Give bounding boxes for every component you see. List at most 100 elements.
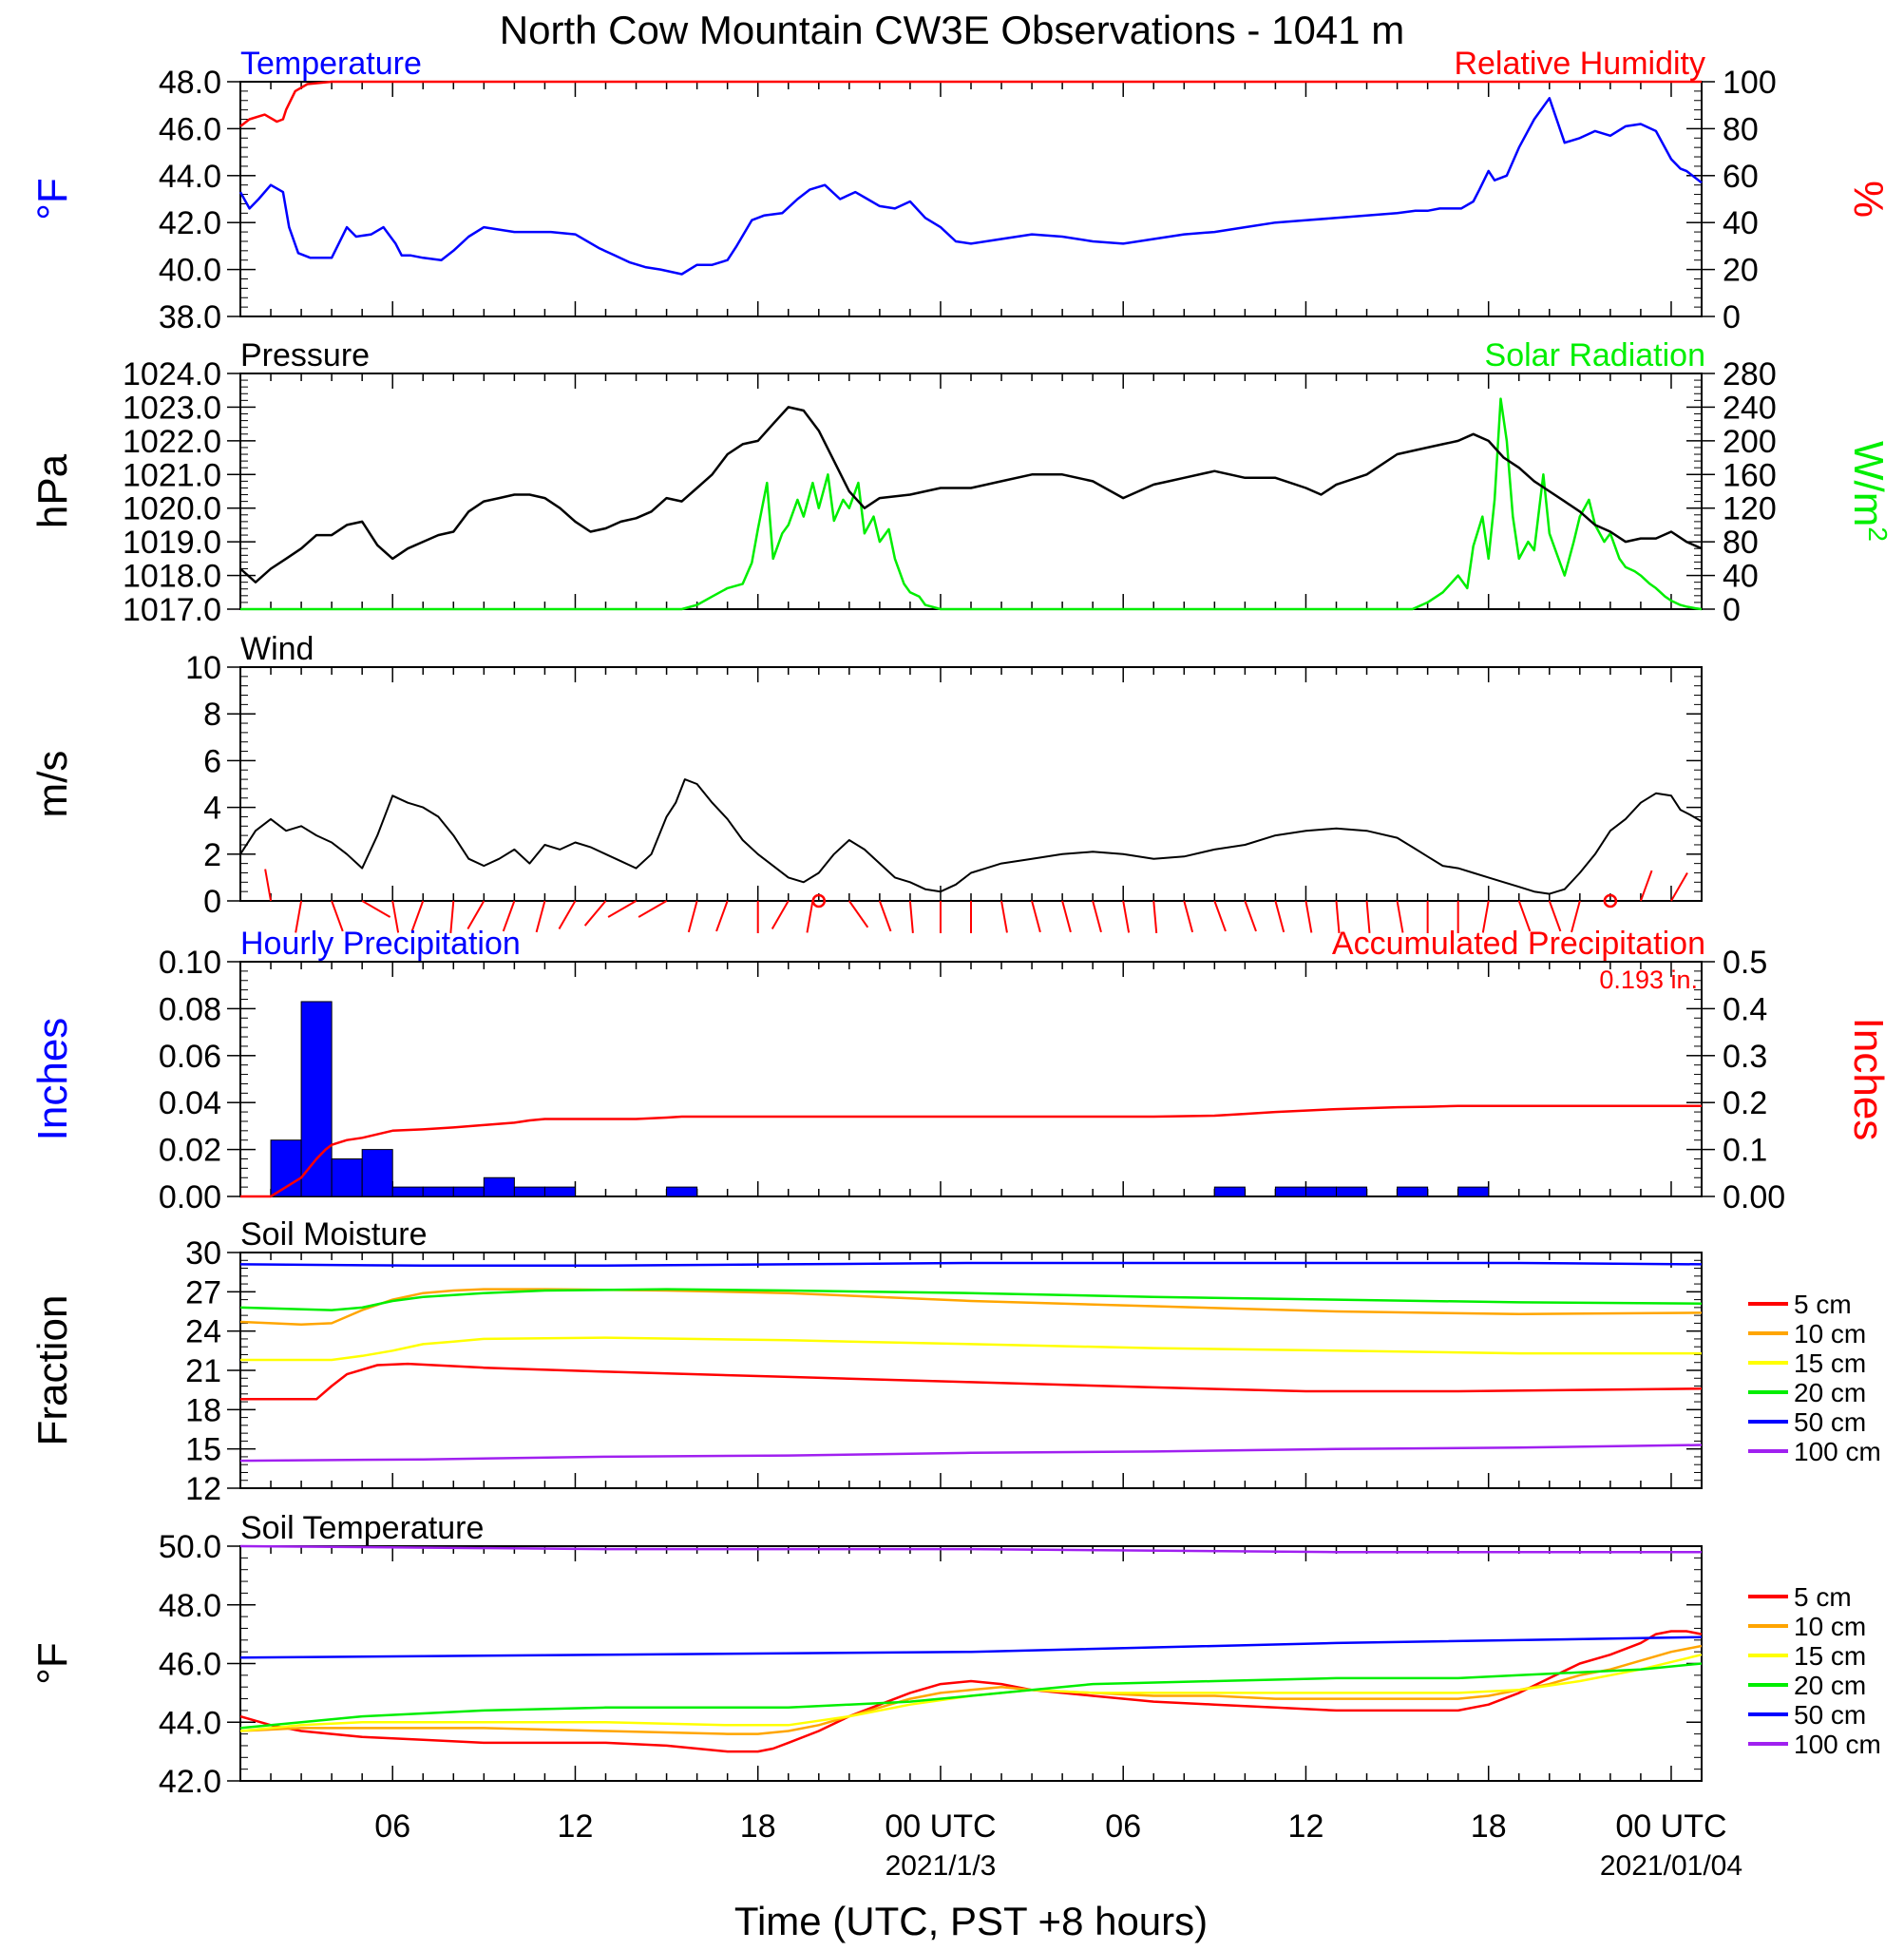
wind-barb [638,900,668,918]
precip-bar [331,1157,363,1197]
left-y-tick-label: 46.0 [159,1647,221,1683]
panel-left-title: Temperature [240,46,422,82]
right-y-tick-label: 0.3 [1723,1039,1767,1075]
wind-barb [535,900,546,933]
soil-line-4 [239,1261,1703,1268]
wind-barb [1000,900,1008,933]
panel-right-title: Relative Humidity [1454,46,1705,82]
left-axis-label: m/s [29,751,76,818]
panel-3: 0.00 0.02 0.04 0.06 0.08 0.10 0.00 0.1 0.2 0.3 0.4… [29,926,1892,1215]
right-y-tick-label: 0.4 [1723,991,1767,1027]
left-y-tick-label: 2 [203,837,221,873]
legend-label: 50 cm [1794,1700,1866,1730]
precip-bar [452,1186,485,1197]
wind-barb [1571,900,1581,933]
left-y-tick-label: 0.06 [159,1039,221,1075]
left-y-tick-label: 42.0 [159,205,221,241]
soil-line-2 [240,1336,1702,1362]
right-y-tick-label: 20 [1723,253,1759,289]
right-axis-label: W/m2 [1845,441,1894,542]
wind-barb [771,900,790,929]
x-axis: 06 12 18 00 UTC 06 12 18 00 UTC 2021/1/3 2021/01/… [374,1808,1742,1943]
precip-bar [361,1149,393,1197]
precip-bar [300,1001,333,1197]
right-y-tick-label: 0.00 [1723,1179,1785,1215]
panel-left-title: Hourly Precipitation [240,926,521,962]
wind-barb [361,900,391,918]
left-y-tick-label: 1023.0 [123,390,221,426]
left-y-tick-label: 0.02 [159,1133,221,1169]
wind-barb [1517,900,1532,932]
page-title: North Cow Mountain CW3E Observations - 1… [500,8,1404,52]
left-y-tick-label: 40.0 [159,253,221,289]
left-y-tick-label: 48.0 [159,65,221,101]
x-tick-label: 12 [1288,1808,1324,1845]
soil-line-5 [239,1544,1702,1554]
wind-barb [1548,900,1562,932]
soil-line-4 [239,1635,1703,1659]
x-date-label: 2021/01/04 [1600,1850,1742,1882]
wind-barb [1396,900,1404,933]
left-y-tick-label: 50.0 [159,1529,221,1565]
x-tick-label: 06 [374,1808,410,1845]
left-y-tick-label: 6 [203,743,221,779]
left-y-tick-label: 0.08 [159,991,221,1027]
right-y-tick-label: 0 [1723,592,1741,628]
wind-barb [331,900,344,932]
right-y-tick-label: 40 [1723,559,1759,595]
humidity-line [239,80,1702,127]
legend-label: 20 cm [1794,1671,1866,1700]
panel-right-title: Solar Radiation [1485,337,1705,373]
precip-bar [513,1186,545,1197]
wind-barb [878,900,892,932]
calm-wind-marker [811,893,827,909]
left-y-tick-label: 18 [185,1392,221,1428]
right-y-tick-label: 0.1 [1723,1133,1767,1169]
wind-barb [466,900,486,929]
wind-barb [558,900,577,929]
panel-left-title: Soil Temperature [240,1510,484,1546]
wind-barb [1335,900,1341,933]
left-y-tick-label: 44.0 [159,159,221,195]
left-axis-label: Fraction [29,1295,76,1446]
right-y-tick-label: 40 [1723,205,1759,241]
wind-barb [1122,900,1131,933]
precip-bar [666,1186,698,1197]
soil-line-5 [239,1444,1703,1463]
right-y-tick-label: 80 [1723,525,1759,561]
wind-speed-line [239,778,1703,895]
wind-barb [1670,872,1688,902]
wind-barb [264,869,273,902]
legend-label: 5 cm [1794,1582,1852,1612]
wind-barb [391,900,400,933]
left-y-tick-label: 48.0 [159,1588,221,1624]
right-y-tick-label: 160 [1723,457,1777,493]
x-tick-label: 00 UTC [1615,1808,1726,1845]
panel-left-title: Pressure [240,337,370,373]
right-y-tick-label: 200 [1723,424,1777,460]
soil-line-0 [240,1362,1703,1401]
wind-barb [1092,900,1102,933]
legend-label: 10 cm [1794,1612,1866,1641]
legend-label: 15 cm [1794,1348,1866,1378]
left-y-tick-label: 38.0 [159,299,221,335]
plot-frame [239,373,1703,610]
plot-frame [239,81,1703,317]
precip-bar [1213,1186,1246,1197]
wind-barb [607,900,638,918]
precip-bar [1274,1186,1306,1197]
left-y-tick-label: 8 [203,697,221,733]
wind-barb [1481,900,1490,933]
wind-barb [1031,900,1041,933]
wind-barb [502,900,516,932]
x-tick-label: 12 [558,1808,594,1845]
left-axis-label: °F [29,1642,76,1684]
precip-bar [483,1176,515,1197]
wind-barb [410,900,425,932]
right-y-tick-label: 280 [1723,356,1777,392]
left-y-tick-label: 1019.0 [123,525,221,561]
left-y-tick-label: 46.0 [159,111,221,147]
legend-label: 5 cm [1794,1290,1852,1319]
